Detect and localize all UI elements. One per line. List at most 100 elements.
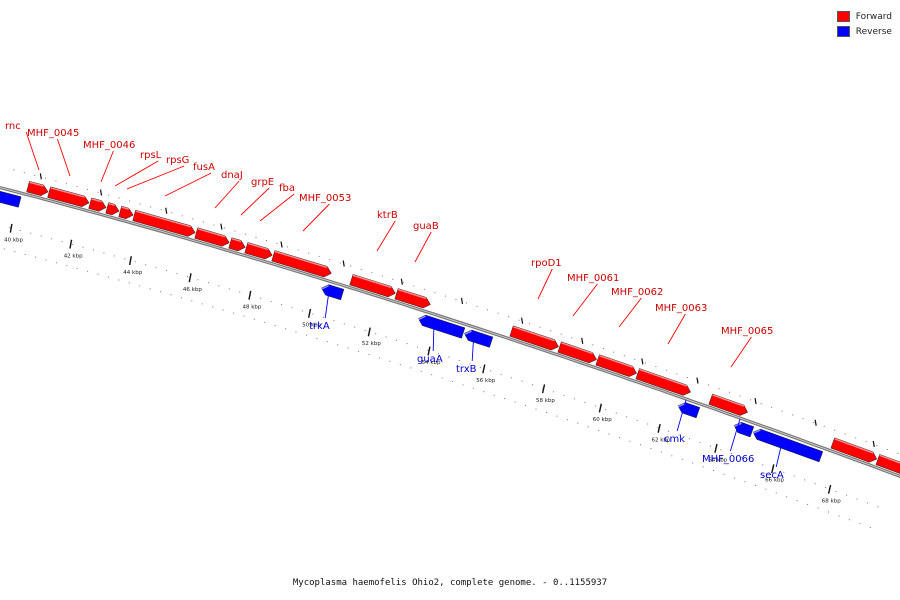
guide-dot — [608, 433, 610, 435]
guide-dot — [804, 479, 806, 481]
tick-mark-upper — [581, 337, 584, 344]
guide-dot — [838, 515, 840, 517]
feature-forward-MHF_0045[interactable] — [47, 186, 90, 207]
feature-reverse-MHF_0066[interactable] — [733, 422, 755, 438]
guide-dot — [739, 395, 741, 397]
tick-mark-upper — [165, 207, 168, 214]
guide-dot — [713, 470, 715, 471]
guide-dot — [775, 492, 777, 494]
guide-dot — [233, 312, 234, 314]
guide-dot — [170, 294, 172, 296]
feature-reverse-secA[interactable] — [752, 428, 824, 463]
feature-forward-unlabeled-2[interactable] — [875, 454, 900, 474]
feature-forward-unlabeled-1[interactable] — [830, 437, 878, 463]
guide-dot — [741, 456, 743, 458]
guide-dot — [326, 341, 328, 343]
tick-mark — [69, 239, 73, 249]
guide-dot — [55, 180, 57, 182]
guide-dot — [30, 232, 32, 234]
leader-MHF_0062 — [618, 297, 642, 328]
feature-forward-rpsG[interactable] — [118, 205, 134, 220]
feature-reverse-trxB[interactable] — [463, 329, 494, 348]
tick-label: 58 kbp — [536, 398, 555, 404]
guide-dot — [281, 304, 283, 305]
feature-reverse-unlabeled-1[interactable] — [0, 190, 22, 208]
guide-dot — [729, 391, 730, 393]
feature-forward-fba[interactable] — [244, 242, 273, 260]
feature-forward-MHF_0053[interactable] — [271, 250, 332, 278]
guide-dot — [869, 527, 871, 528]
guide-dot — [347, 347, 349, 349]
guide-dot — [678, 434, 680, 436]
guide-dot — [855, 437, 857, 439]
guide-dot — [66, 265, 68, 267]
feature-reverse-cmk-shine — [677, 402, 686, 408]
tick-mark-upper — [342, 260, 345, 267]
guide-dot — [191, 300, 193, 302]
guide-dot — [9, 227, 11, 229]
guide-dot — [553, 391, 554, 393]
feature-forward-unlabeled-1-shine — [834, 438, 874, 454]
guide-dot — [828, 511, 829, 513]
guide-dot — [472, 387, 474, 389]
tick-label: 64 kbp — [708, 457, 727, 463]
feature-forward-MHF_0062[interactable] — [595, 354, 637, 377]
tick-mark — [427, 346, 431, 356]
guide-dot — [350, 265, 352, 267]
leader-MHF_0063 — [667, 313, 686, 345]
guide-dot — [44, 177, 46, 179]
tick-mark — [714, 443, 718, 453]
guide-dot — [337, 344, 339, 346]
guide-dot — [306, 334, 307, 336]
guide-dot — [302, 310, 303, 312]
leader-dnaJ — [214, 180, 240, 209]
tick-mark — [482, 364, 486, 374]
guide-dot — [333, 320, 335, 322]
guide-dot — [623, 355, 625, 357]
feature-forward-fusA[interactable] — [132, 209, 196, 237]
guide-dot — [402, 282, 404, 284]
guide-dot — [730, 453, 732, 454]
guide-dot — [744, 481, 746, 483]
feature-forward-guaB[interactable] — [394, 288, 431, 309]
feature-forward-rpoD1[interactable] — [509, 325, 559, 351]
tick-mark — [657, 423, 661, 433]
guide-dot — [145, 264, 147, 266]
gene-label-trkA: trkA — [309, 321, 330, 332]
tick-mark-upper — [814, 419, 817, 426]
feature-forward-rnc[interactable] — [26, 180, 49, 196]
guide-dot — [650, 448, 652, 449]
feature-forward-rpsL[interactable] — [105, 202, 120, 216]
feature-reverse-guaA[interactable] — [417, 314, 466, 339]
feature-forward-MHF_0065[interactable] — [708, 393, 749, 416]
feature-reverse-trkA[interactable] — [321, 284, 345, 301]
guide-dot — [399, 364, 401, 366]
guide-dot — [636, 419, 638, 421]
feature-forward-MHF_0053-shine — [274, 250, 328, 269]
guide-dot — [218, 285, 220, 287]
guide-dot — [87, 188, 88, 190]
feature-forward-dnaJ[interactable] — [194, 227, 230, 247]
feature-forward-ktrB[interactable] — [349, 274, 396, 298]
tick-mark-upper — [220, 223, 223, 230]
guide-dot — [521, 380, 523, 382]
guide-dot — [187, 276, 188, 278]
guide-dot — [699, 441, 701, 443]
feature-reverse-cmk[interactable] — [677, 402, 701, 419]
feature-forward-MHF_0046-shine — [91, 198, 102, 203]
feature-forward-MHF_0061[interactable] — [557, 341, 597, 364]
leader-rnc — [25, 131, 40, 171]
guide-dot — [360, 268, 362, 270]
gene-label-rpoD1: rpoD1 — [531, 258, 562, 269]
guide-dot — [118, 197, 120, 199]
guide-dot — [316, 337, 318, 339]
guide-dot — [76, 186, 78, 187]
guide-dot — [255, 236, 257, 238]
legend-reverse: Reverse — [836, 24, 892, 39]
feature-forward-MHF_0063[interactable] — [635, 368, 691, 396]
guide-dot — [676, 373, 678, 375]
gene-label-MHF_0053: MHF_0053 — [299, 193, 351, 204]
gene-label-MHF_0066: MHF_0066 — [702, 454, 754, 465]
feature-forward-grpE-shine — [231, 237, 242, 243]
